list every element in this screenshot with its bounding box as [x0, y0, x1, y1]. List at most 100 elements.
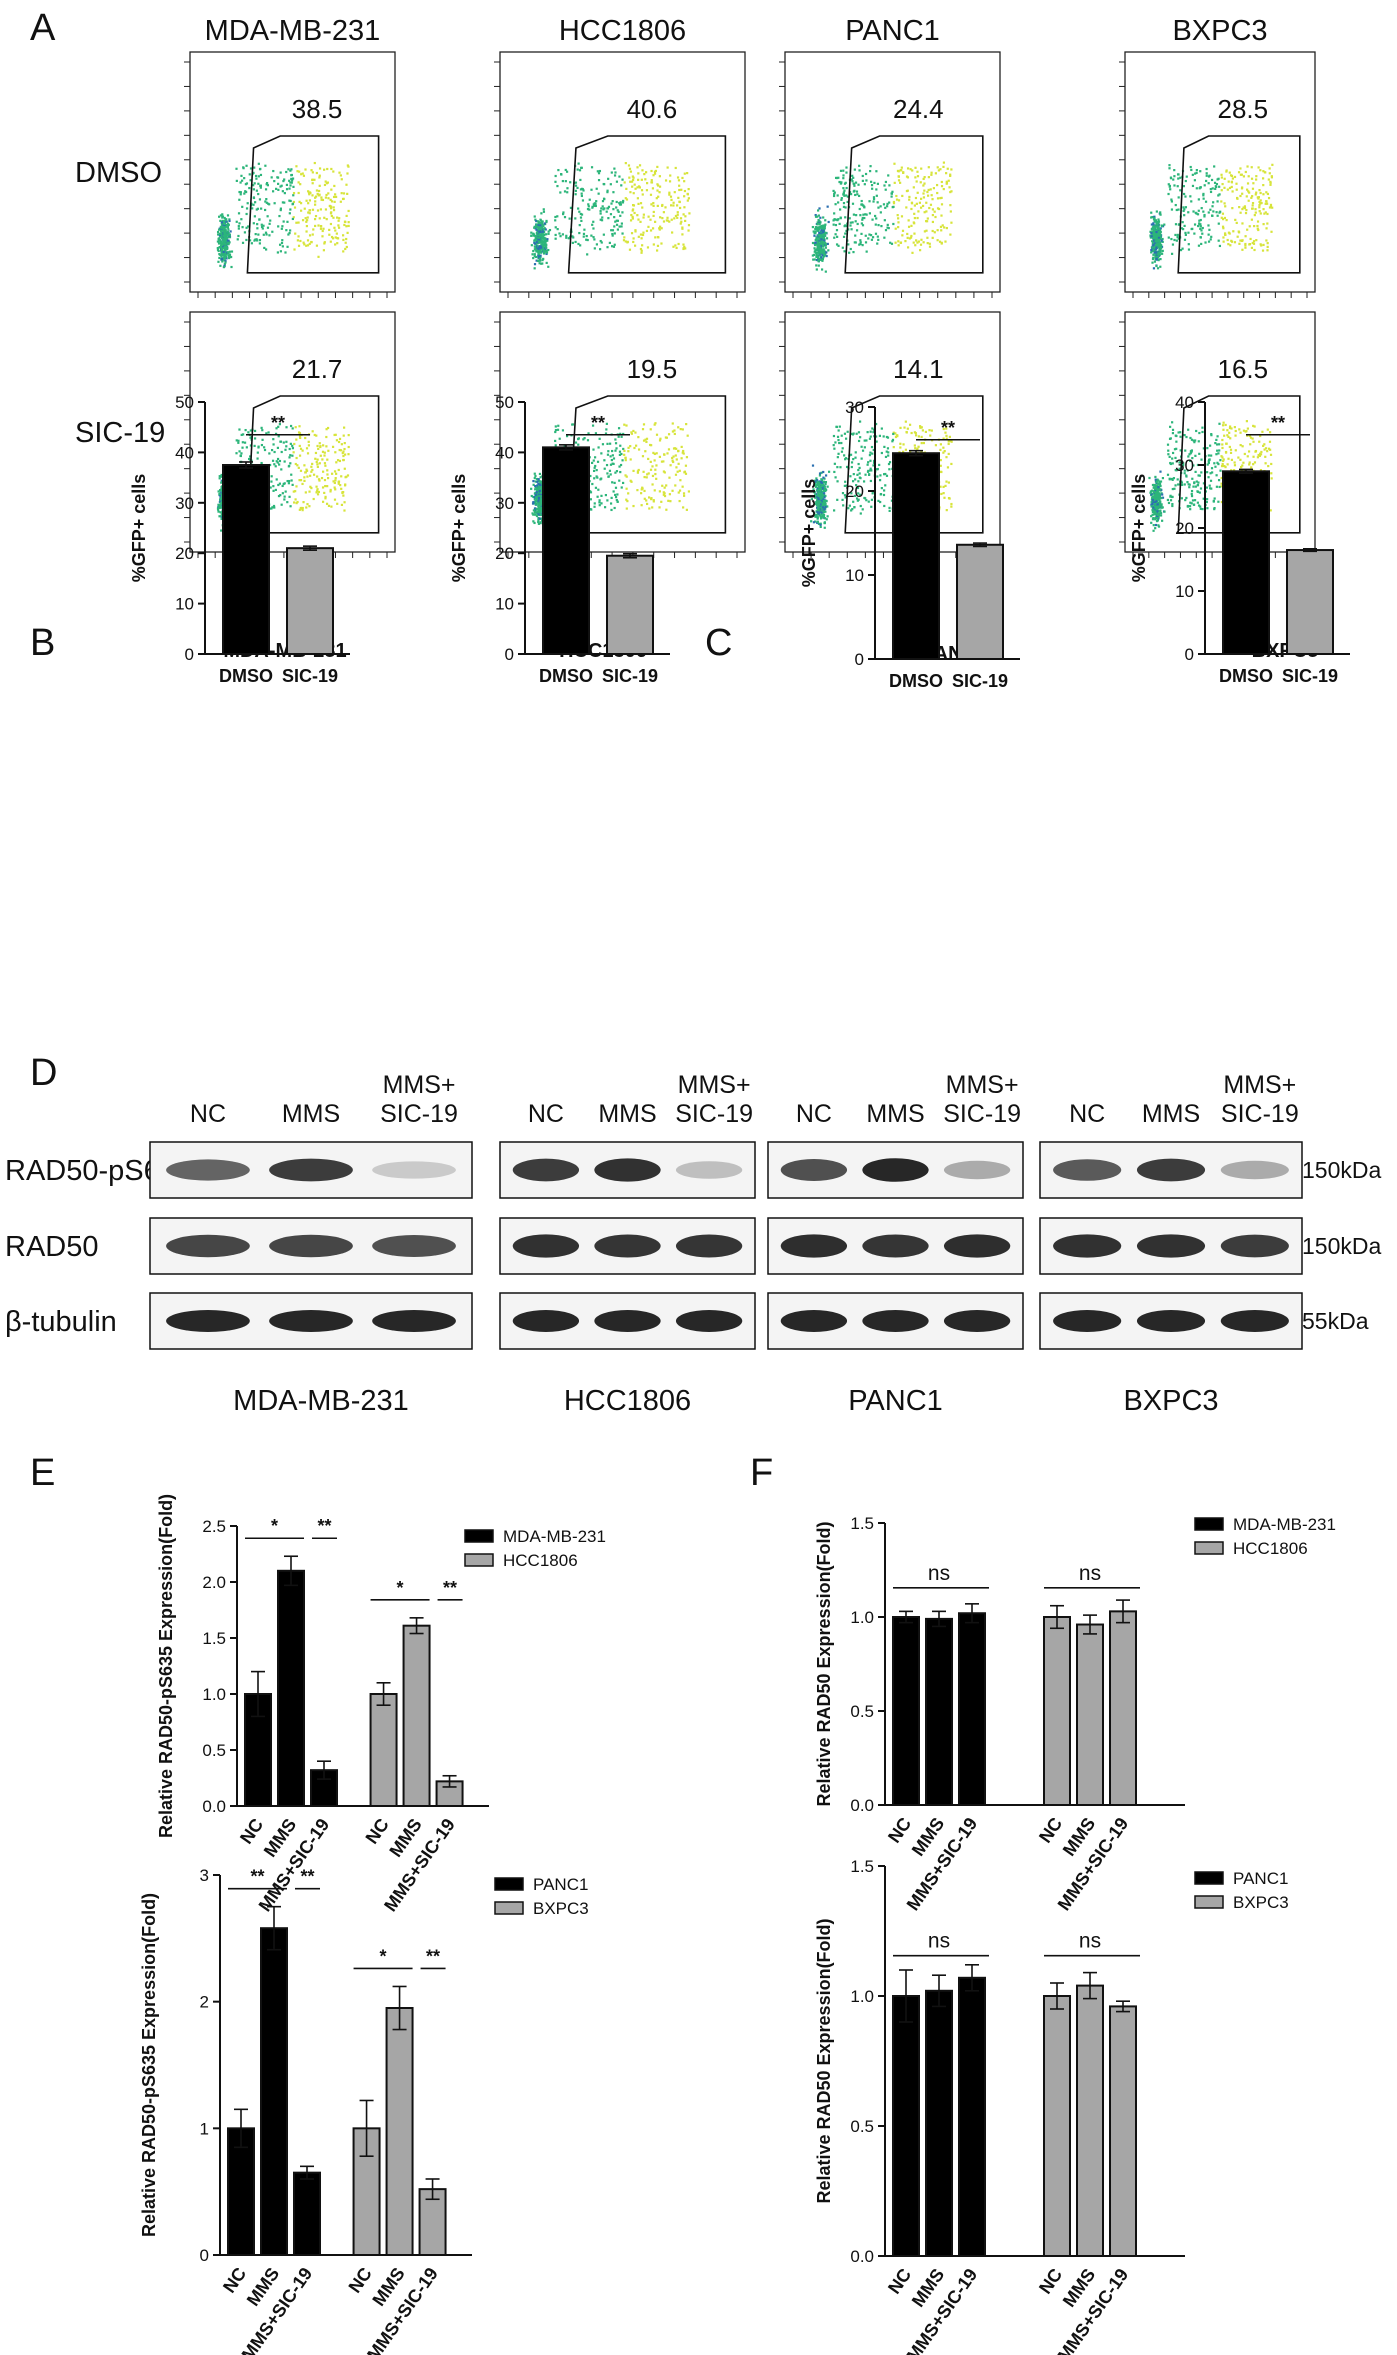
flow-event — [259, 167, 262, 171]
flow-event — [298, 425, 301, 428]
flow-event — [547, 230, 550, 233]
flow-event — [1207, 240, 1211, 243]
flow-event — [543, 231, 546, 234]
flow-event — [928, 429, 931, 432]
flow-event — [872, 464, 875, 467]
flow-event — [908, 195, 911, 199]
flow-event — [1195, 212, 1198, 215]
flow-event — [218, 256, 221, 260]
flow-event — [538, 236, 541, 239]
flow-event — [820, 224, 823, 228]
flow-event — [920, 238, 923, 241]
flow-event — [894, 241, 897, 244]
flow-event — [884, 229, 888, 232]
flow-event — [579, 178, 582, 182]
flow-event — [679, 217, 683, 220]
flow-event — [293, 501, 296, 504]
flow-event — [1241, 222, 1244, 225]
flow-event — [1225, 442, 1228, 445]
flow-event — [223, 253, 227, 256]
flow-event — [824, 246, 827, 249]
flow-event — [875, 422, 878, 426]
flow-event — [311, 462, 314, 466]
flow-event — [671, 422, 674, 425]
flow-event — [539, 521, 542, 524]
flow-event — [945, 226, 948, 230]
flow-event — [683, 195, 686, 198]
flow-event — [539, 259, 542, 262]
flow-event — [666, 452, 669, 455]
flow-event — [1199, 236, 1202, 239]
flow-event — [878, 463, 881, 467]
flow-event — [1234, 429, 1237, 433]
flow-event — [628, 248, 632, 251]
flow-event — [329, 222, 333, 226]
flow-event — [238, 428, 241, 431]
flow-event — [821, 484, 824, 487]
flow-event — [1190, 489, 1194, 493]
flow-event — [577, 443, 580, 446]
flow-event — [218, 515, 221, 518]
flow-event — [603, 506, 607, 509]
flow-event — [273, 450, 276, 454]
flow-event — [609, 183, 612, 186]
flow-event — [865, 250, 868, 253]
flow-event — [660, 500, 663, 503]
flow-event — [594, 432, 598, 435]
flow-event — [631, 217, 634, 220]
flow-event — [276, 176, 279, 179]
flow-event — [265, 181, 269, 185]
flow-event — [1209, 472, 1212, 475]
flow-event — [318, 462, 321, 465]
flow-event — [647, 472, 650, 475]
flow-event — [603, 207, 606, 210]
flow-event — [931, 213, 934, 217]
flow-event — [637, 468, 640, 472]
flow-event — [537, 232, 540, 235]
flow-event — [281, 201, 284, 204]
flow-event — [1257, 453, 1260, 457]
flow-event — [884, 484, 887, 487]
flow-event — [900, 215, 904, 218]
flow-event — [864, 172, 868, 176]
flow-event — [235, 220, 238, 223]
flow-event — [609, 442, 612, 445]
flow-event — [536, 238, 539, 241]
flow-event — [678, 489, 682, 492]
flow-event — [266, 215, 269, 218]
flow-event — [1221, 443, 1224, 446]
flow-event — [1269, 205, 1273, 208]
flow-event — [842, 201, 846, 205]
flow-event — [262, 224, 265, 227]
flow-event — [338, 459, 342, 463]
flow-event — [1189, 165, 1192, 169]
flow-event — [326, 469, 329, 472]
flow-event — [592, 469, 596, 473]
flow-event — [668, 180, 672, 183]
flow-event — [668, 193, 671, 196]
flow-event — [276, 461, 279, 464]
flow-event — [539, 495, 542, 498]
flow-event — [532, 513, 535, 516]
flow-event — [289, 184, 292, 187]
flow-event — [932, 187, 935, 190]
flow-event — [917, 445, 920, 448]
flow-event — [278, 243, 282, 246]
flow-event — [224, 260, 227, 263]
flow-event — [318, 217, 321, 220]
flow-event — [880, 487, 883, 490]
flow-gate — [844, 135, 984, 274]
flow-event — [554, 425, 557, 428]
flow-event — [336, 242, 339, 245]
flow-event — [560, 173, 563, 176]
flow-event — [1206, 463, 1209, 466]
flow-event — [684, 247, 687, 250]
flow-event — [814, 227, 817, 231]
flow-event — [578, 231, 581, 235]
flow-event — [1153, 235, 1156, 238]
flow-event — [537, 503, 541, 506]
flow-event — [1189, 436, 1192, 440]
flow-event — [857, 468, 860, 472]
flow-event — [656, 189, 659, 192]
flow-event — [578, 224, 581, 227]
